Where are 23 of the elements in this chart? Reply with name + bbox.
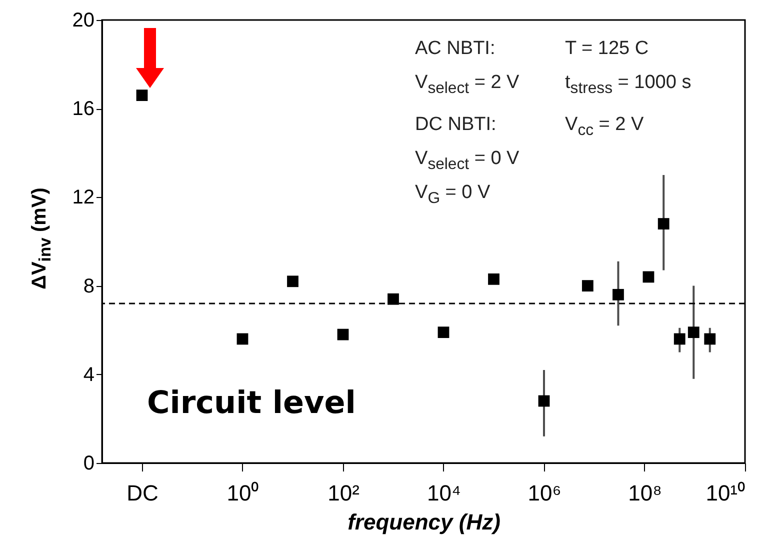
y-tick-label: 4 [83,364,94,386]
annotation: T = 125 C [565,38,649,60]
annotation: t$_{stress}$ = 1000 s [565,72,692,98]
annotation: V$_{G}$ = 0 V [415,182,490,208]
x-tick-label: 10⁴ [427,480,461,506]
x-tick-label: 10⁶ [528,480,562,506]
x-axis-title: frequency (Hz) [348,510,500,534]
annotation: V$_{select}$ = 2 V [415,72,520,98]
annotation: V$_{select}$ = 0 V [415,148,520,174]
x-tick-label: 10⁸ [628,480,662,506]
y-tick-label: 16 [72,98,94,120]
y-tick-label: 20 [72,10,94,32]
annotation: AC NBTI: [415,38,496,60]
annotation: Circuit level [147,385,356,421]
x-tick-label: 10² [328,480,360,506]
annotation: DC NBTI: [415,114,496,136]
y-tick-label: 0 [83,452,94,474]
x-tick-label: DC [126,480,158,506]
y-tick-label: 12 [72,186,94,209]
x-tick-label: 10⁰ [226,480,260,506]
y-tick-label: 8 [83,275,94,298]
annotation: V$_{cc}$ = 2 V [565,114,644,140]
x-tick-label: 10¹⁰ [706,480,746,506]
